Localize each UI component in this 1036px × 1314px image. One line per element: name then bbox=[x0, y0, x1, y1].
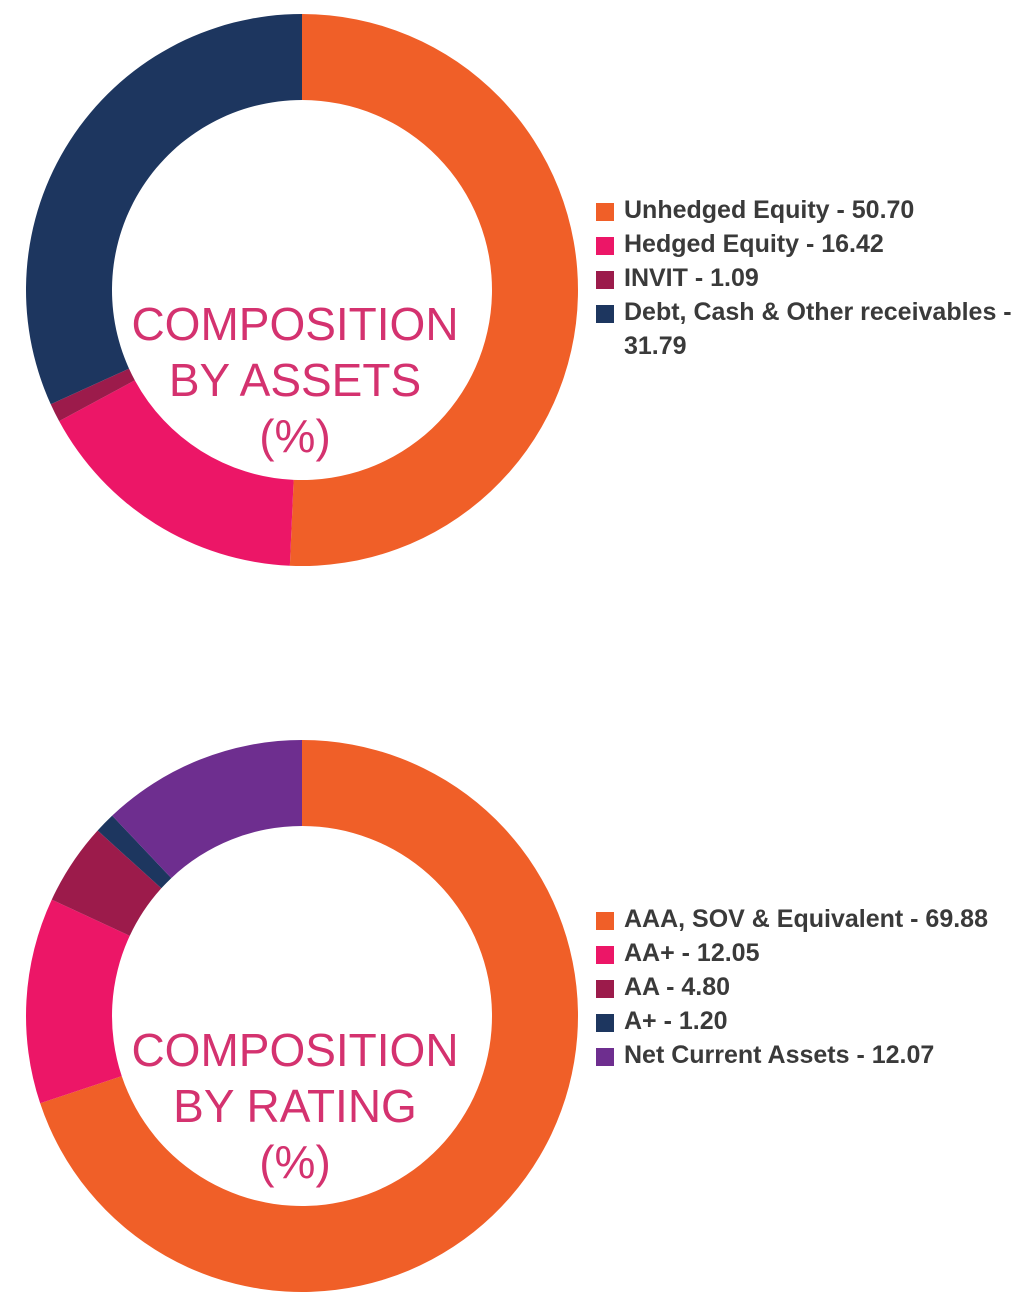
legend-swatch bbox=[596, 271, 614, 289]
rating-center-label: COMPOSITION BY RATING (%) bbox=[115, 1022, 475, 1190]
legend-label: AA+ - 12.05 bbox=[624, 939, 760, 967]
slice-aa bbox=[51, 830, 162, 936]
assets-center-label-line-2: BY ASSETS bbox=[168, 354, 422, 406]
legend-label: AAA, SOV & Equivalent - 69.88 bbox=[624, 905, 988, 933]
legend-item-net-current-assets: Net Current Assets - 12.07 bbox=[596, 1038, 1016, 1072]
legend-item-aa: AA - 4.80 bbox=[596, 970, 1016, 1004]
slice-invit bbox=[50, 368, 135, 422]
assets-center-label-line-1: COMPOSITION bbox=[131, 298, 459, 350]
legend-label: AA - 4.80 bbox=[624, 973, 731, 1001]
rating-composition-chart: COMPOSITION BY RATING (%) AAA, SOV & Equ… bbox=[0, 700, 1036, 1314]
slice-a bbox=[97, 815, 172, 889]
assets-center-label: COMPOSITION BY ASSETS (%) bbox=[115, 296, 475, 464]
rating-donut bbox=[25, 740, 578, 1292]
slice-aaa-sov-equivalent bbox=[40, 740, 578, 1292]
assets-donut bbox=[26, 14, 578, 566]
legend-swatch bbox=[596, 203, 614, 221]
legend-item-aa-plus: AA+ - 12.05 bbox=[596, 936, 1016, 970]
rating-center-label-line-1: COMPOSITION bbox=[131, 1024, 459, 1076]
assets-composition-chart: COMPOSITION BY ASSETS (%) Unhedged Equit… bbox=[0, 0, 1036, 600]
legend-label: Net Current Assets - 12.07 bbox=[624, 1041, 935, 1069]
legend-item-hedged-equity: Hedged Equity - 16.42 bbox=[596, 227, 1016, 261]
rating-center-label-line-3: (%) bbox=[259, 1136, 331, 1188]
legend-label: INVIT - 1.09 bbox=[624, 264, 759, 292]
legend-swatch bbox=[596, 237, 614, 255]
legend-swatch bbox=[596, 946, 614, 964]
rating-legend: AAA, SOV & Equivalent - 69.88 AA+ - 12.0… bbox=[596, 902, 1016, 1072]
legend-item-debt-cash: Debt, Cash & Other receivables - 31.79 bbox=[596, 295, 1016, 363]
legend-item-aaa-sov: AAA, SOV & Equivalent - 69.88 bbox=[596, 902, 1016, 936]
legend-label: A+ - 1.20 bbox=[624, 1007, 728, 1035]
legend-swatch bbox=[596, 980, 614, 998]
slice-hedged-equity bbox=[59, 380, 294, 566]
rating-center-label-line-2: BY RATING bbox=[173, 1080, 417, 1132]
legend-label: Hedged Equity - 16.42 bbox=[624, 230, 884, 258]
legend-swatch bbox=[596, 305, 614, 323]
slice-aa bbox=[25, 899, 130, 1104]
assets-center-label-line-3: (%) bbox=[259, 410, 331, 462]
legend-item-a-plus: A+ - 1.20 bbox=[596, 1004, 1016, 1038]
slice-unhedged-equity bbox=[289, 14, 578, 566]
legend-label: Debt, Cash & Other receivables - 31.79 bbox=[624, 298, 1012, 360]
assets-legend: Unhedged Equity - 50.70 Hedged Equity - … bbox=[596, 193, 1016, 363]
legend-label: Unhedged Equity - 50.70 bbox=[624, 196, 915, 224]
legend-swatch bbox=[596, 1014, 614, 1032]
slice-net-current-assets bbox=[112, 740, 303, 879]
legend-swatch bbox=[596, 912, 614, 930]
legend-item-unhedged-equity: Unhedged Equity - 50.70 bbox=[596, 193, 1016, 227]
legend-swatch bbox=[596, 1048, 614, 1066]
legend-item-invit: INVIT - 1.09 bbox=[596, 261, 1016, 295]
slice-debt-cash-other-receivables bbox=[26, 14, 302, 405]
